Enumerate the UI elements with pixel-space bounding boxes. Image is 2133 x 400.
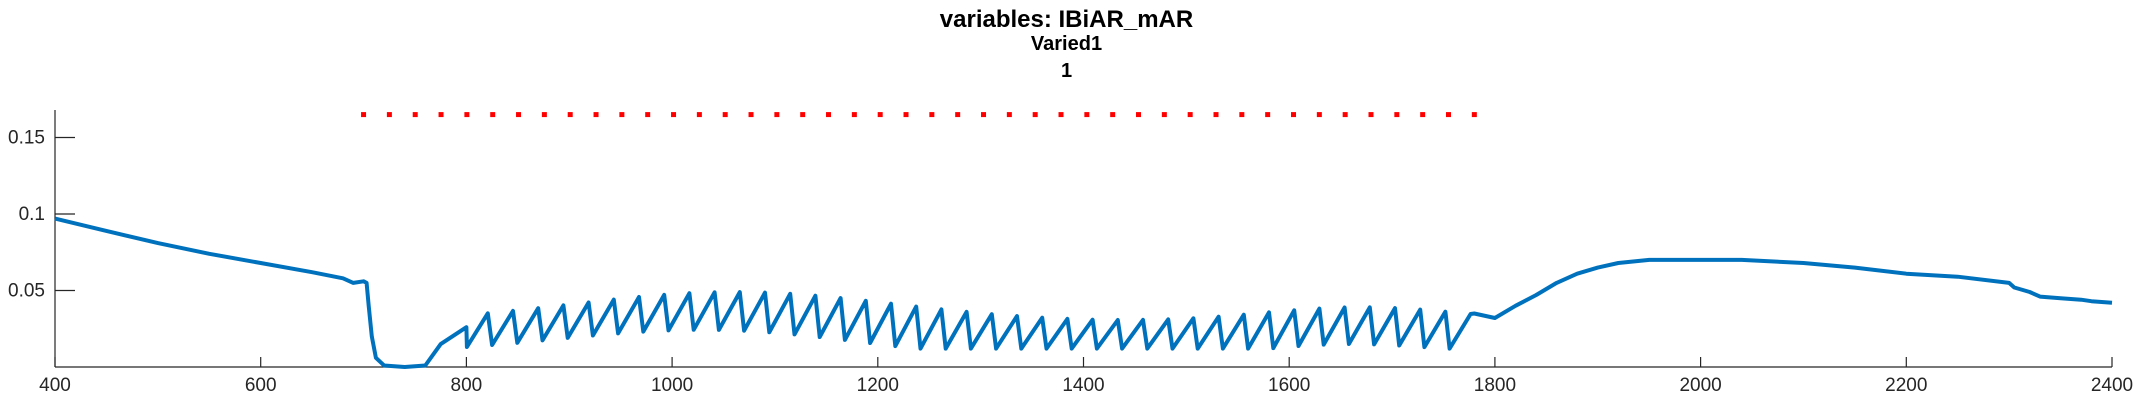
marker-point (361, 112, 367, 118)
ticks: 400 600 800 1000 1200 1400 1600 1800 2000 2200 240… (8, 128, 2133, 396)
marker-point (955, 112, 961, 118)
series-line-group (54, 216, 2113, 369)
marker-point (1161, 112, 1167, 118)
marker-point (1316, 112, 1322, 118)
marker-point (671, 112, 677, 118)
marker-point (1291, 112, 1297, 118)
marker-point (464, 112, 470, 118)
chart-subtitle-2: 1 (1060, 60, 1073, 82)
marker-point (981, 112, 987, 118)
marker-point (1445, 112, 1451, 118)
marker-point (1187, 112, 1193, 118)
chart-subtitle: Varied1 (1030, 33, 1103, 55)
x-tick-label: 600 (245, 375, 277, 396)
marker-point (903, 112, 909, 118)
marker-point (826, 112, 832, 118)
marker-point (1110, 112, 1116, 118)
marker-point (1394, 112, 1400, 118)
y-tick-label: 0.15 (8, 128, 45, 149)
marker-point (877, 112, 883, 118)
marker-point (1265, 112, 1271, 118)
marker-point (541, 112, 547, 118)
marker-point (1239, 112, 1245, 118)
marker-point (490, 112, 496, 118)
marker-point (412, 112, 418, 118)
marker-point (516, 112, 522, 118)
marker-point (851, 112, 857, 118)
marker-point (619, 112, 625, 118)
marker-point (1136, 112, 1142, 118)
marker-point (1058, 112, 1064, 118)
y-tick-label: 0.1 (19, 204, 45, 225)
x-tick-label: 2000 (1679, 375, 1721, 396)
x-tick-label: 1400 (1062, 375, 1104, 396)
marker-point (696, 112, 702, 118)
x-tick-label: 2400 (2091, 375, 2133, 396)
axes (54, 110, 2112, 368)
marker-point (438, 112, 444, 118)
series-line (54, 216, 2113, 369)
marker-point (645, 112, 651, 118)
x-tick-label: 400 (39, 375, 71, 396)
marker-point (929, 112, 935, 118)
x-tick-label: 800 (451, 375, 483, 396)
x-tick-label: 1200 (857, 375, 899, 396)
x-tick-label: 1600 (1268, 375, 1310, 396)
marker-point (386, 112, 392, 118)
marker-point (1213, 112, 1219, 118)
y-tick-label: 0.05 (8, 281, 45, 302)
x-tick-label: 1800 (1474, 375, 1516, 396)
marker-point (1368, 112, 1374, 118)
marker-point (1471, 112, 1477, 118)
marker-point (774, 112, 780, 118)
marker-point (748, 112, 754, 118)
x-tick-label: 1000 (651, 375, 693, 396)
marker-point (1084, 112, 1090, 118)
marker-point (567, 112, 573, 118)
x-tick-label: 2200 (1885, 375, 1927, 396)
marker-point (800, 112, 806, 118)
marker-point (593, 112, 599, 118)
marker-point (1420, 112, 1426, 118)
marker-point (1342, 112, 1348, 118)
marker-point (1006, 112, 1012, 118)
marker-point (1032, 112, 1038, 118)
marker-point (722, 112, 728, 118)
chart-title: variables: IBiAR_mAR (939, 6, 1194, 33)
marker-group (361, 112, 1477, 118)
